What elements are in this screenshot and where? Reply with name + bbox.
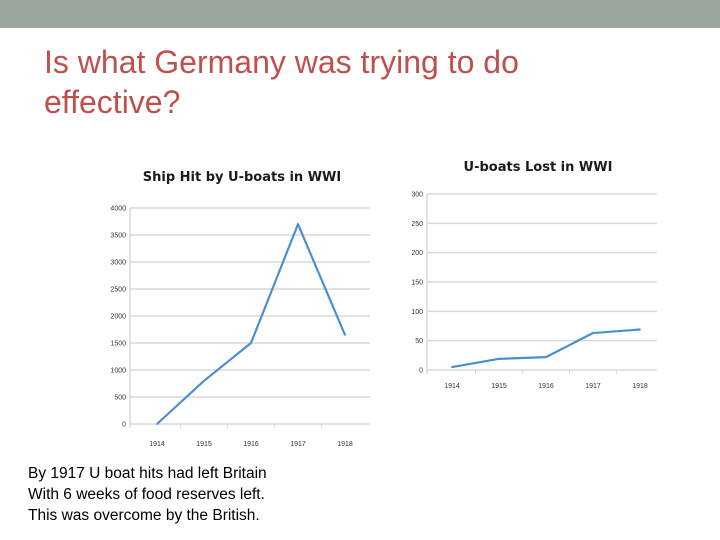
y-tick-label: 500	[114, 395, 126, 402]
y-tick-label: 150	[411, 280, 423, 287]
y-tick-label: 1000	[110, 368, 126, 375]
data-point	[545, 356, 547, 358]
data-point	[297, 223, 299, 226]
x-tick-label: 1917	[585, 383, 601, 390]
uboats-lost-chart: U-boats Lost in WWI 0 50 100 150 200 250 300 191…	[411, 160, 657, 390]
y-tick-label: 100	[411, 309, 423, 316]
slide-title: Is what Germany was trying to do effecti…	[44, 44, 519, 120]
x-tick-label: 1916	[538, 383, 554, 390]
y-tick-label: 2000	[110, 314, 126, 321]
caption-line: By 1917 U boat hits had left Britain	[28, 465, 267, 482]
data-point	[498, 357, 500, 360]
caption-line: With 6 weeks of food reserves left.	[28, 486, 265, 503]
x-tick-label: 1915	[491, 383, 507, 390]
y-tick-label: 3500	[110, 233, 126, 240]
data-point	[451, 366, 453, 368]
x-tick-label: 1914	[444, 383, 460, 390]
series-line	[156, 223, 347, 425]
chart-title: U-boats Lost in WWI	[464, 160, 613, 175]
caption-line: This was overcome by the British.	[28, 507, 260, 524]
x-tick-label: 1917	[290, 441, 306, 448]
y-tick-label: 50	[415, 338, 423, 345]
series-line	[451, 328, 641, 369]
y-tick-label: 1500	[110, 341, 126, 348]
x-tick-label: 1915	[196, 441, 212, 448]
x-tick-label: 1914	[149, 441, 165, 448]
data-point	[344, 334, 346, 336]
y-tick-label: 0	[419, 368, 423, 375]
x-tick-label: 1916	[243, 441, 259, 448]
y-tick-label: 0	[122, 422, 126, 429]
data-point	[639, 328, 641, 331]
chart-title: Ship Hit by U-boats in WWI	[143, 170, 341, 185]
y-tick-label: 4000	[110, 206, 126, 213]
y-tick-label: 300	[411, 192, 423, 199]
x-tick-label: 1918	[337, 441, 353, 448]
ships-hit-chart: Ship Hit by U-boats in WWI 0 500 1000 1500 20…	[110, 170, 370, 448]
y-tick-label: 2500	[110, 287, 126, 294]
data-point	[250, 342, 252, 344]
data-point	[203, 379, 205, 382]
x-tick-label: 1918	[632, 383, 648, 390]
y-tick-label: 3000	[110, 260, 126, 267]
data-point	[592, 332, 594, 334]
data-point	[156, 423, 158, 425]
y-tick-label: 200	[411, 250, 423, 257]
y-tick-label: 250	[411, 221, 423, 228]
caption: By 1917 U boat hits had left Britain Wit…	[28, 463, 358, 526]
top-bar	[0, 0, 720, 28]
